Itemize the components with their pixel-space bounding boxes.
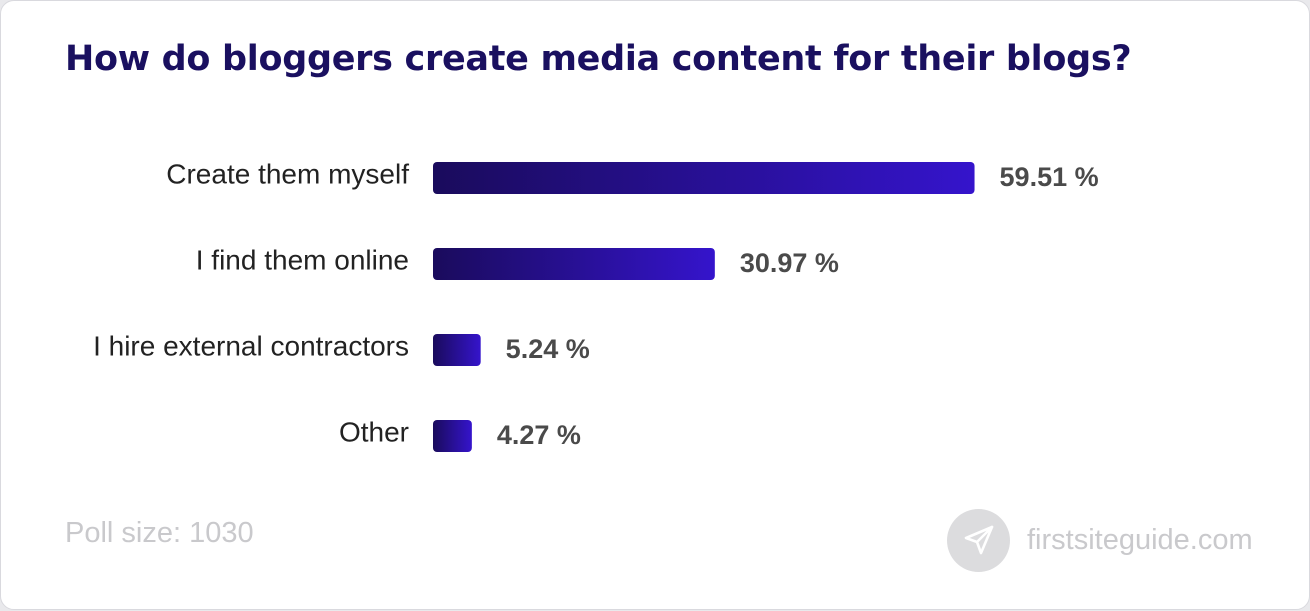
chart-title: How do bloggers create media content for… bbox=[65, 39, 1132, 79]
value-label: 59.51 % bbox=[1000, 162, 1099, 192]
brand-name: firstsiteguide.com bbox=[1027, 523, 1253, 556]
value-label: 5.24 % bbox=[506, 334, 590, 364]
bar bbox=[433, 420, 472, 452]
value-label: 30.97 % bbox=[740, 248, 839, 278]
category-label: I hire external contractors bbox=[93, 330, 409, 361]
bar bbox=[433, 162, 975, 194]
bar bbox=[433, 248, 715, 280]
category-label: Create them myself bbox=[166, 158, 409, 189]
bar bbox=[433, 334, 481, 366]
poll-size-note: Poll size: 1030 bbox=[65, 517, 254, 549]
bars-layer: Create them myself 59.51 % I find them onl… bbox=[93, 158, 1099, 452]
category-label: I find them online bbox=[196, 244, 409, 275]
paper-plane-icon bbox=[947, 508, 1010, 572]
brand-logo: firstsiteguide.com bbox=[947, 507, 1253, 573]
category-label: Other bbox=[339, 416, 409, 447]
value-label: 4.27 % bbox=[497, 420, 581, 450]
